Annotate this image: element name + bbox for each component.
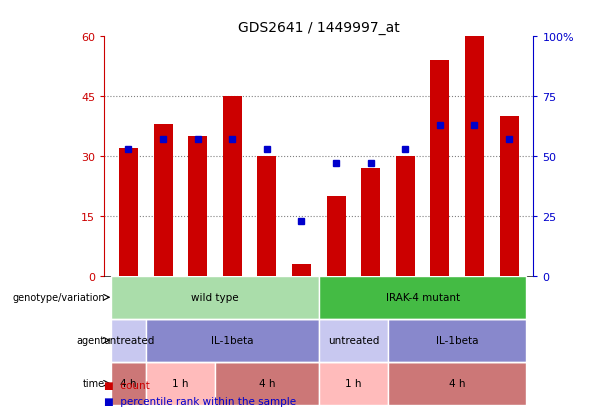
Text: 1 h: 1 h	[172, 378, 189, 388]
Text: genotype/variation: genotype/variation	[12, 292, 105, 302]
Bar	[146, 362, 215, 405]
Text: wild type: wild type	[191, 292, 238, 302]
Bar	[319, 319, 388, 362]
Text: IRAK-4 mutant: IRAK-4 mutant	[386, 292, 460, 302]
Text: IL-1beta: IL-1beta	[436, 335, 478, 345]
Text: time: time	[83, 378, 105, 388]
Bar	[396, 157, 415, 276]
Text: 4 h: 4 h	[120, 378, 137, 388]
Bar	[327, 197, 346, 276]
Bar	[257, 157, 276, 276]
Bar	[153, 125, 172, 276]
Text: 1 h: 1 h	[345, 378, 362, 388]
Text: untreated: untreated	[103, 335, 154, 345]
Title: GDS2641 / 1449997_at: GDS2641 / 1449997_at	[238, 21, 400, 35]
Bar	[223, 97, 242, 276]
Text: ■  percentile rank within the sample: ■ percentile rank within the sample	[104, 396, 296, 406]
Text: untreated: untreated	[328, 335, 379, 345]
Bar	[111, 276, 319, 319]
Bar	[319, 276, 527, 319]
Text: 4 h: 4 h	[259, 378, 275, 388]
Bar	[465, 37, 484, 276]
Bar	[430, 61, 449, 276]
Bar	[146, 319, 319, 362]
Bar	[388, 362, 527, 405]
Bar	[188, 137, 207, 276]
Bar	[319, 362, 388, 405]
Bar	[215, 362, 319, 405]
Bar	[119, 149, 138, 276]
Text: 4 h: 4 h	[449, 378, 465, 388]
Bar	[388, 319, 527, 362]
Text: ■  count: ■ count	[104, 380, 150, 390]
Bar	[361, 169, 380, 276]
Text: agent: agent	[77, 335, 105, 345]
Bar	[500, 117, 519, 276]
Bar	[111, 319, 146, 362]
Text: IL-1beta: IL-1beta	[211, 335, 254, 345]
Bar	[111, 362, 146, 405]
Bar	[292, 264, 311, 276]
